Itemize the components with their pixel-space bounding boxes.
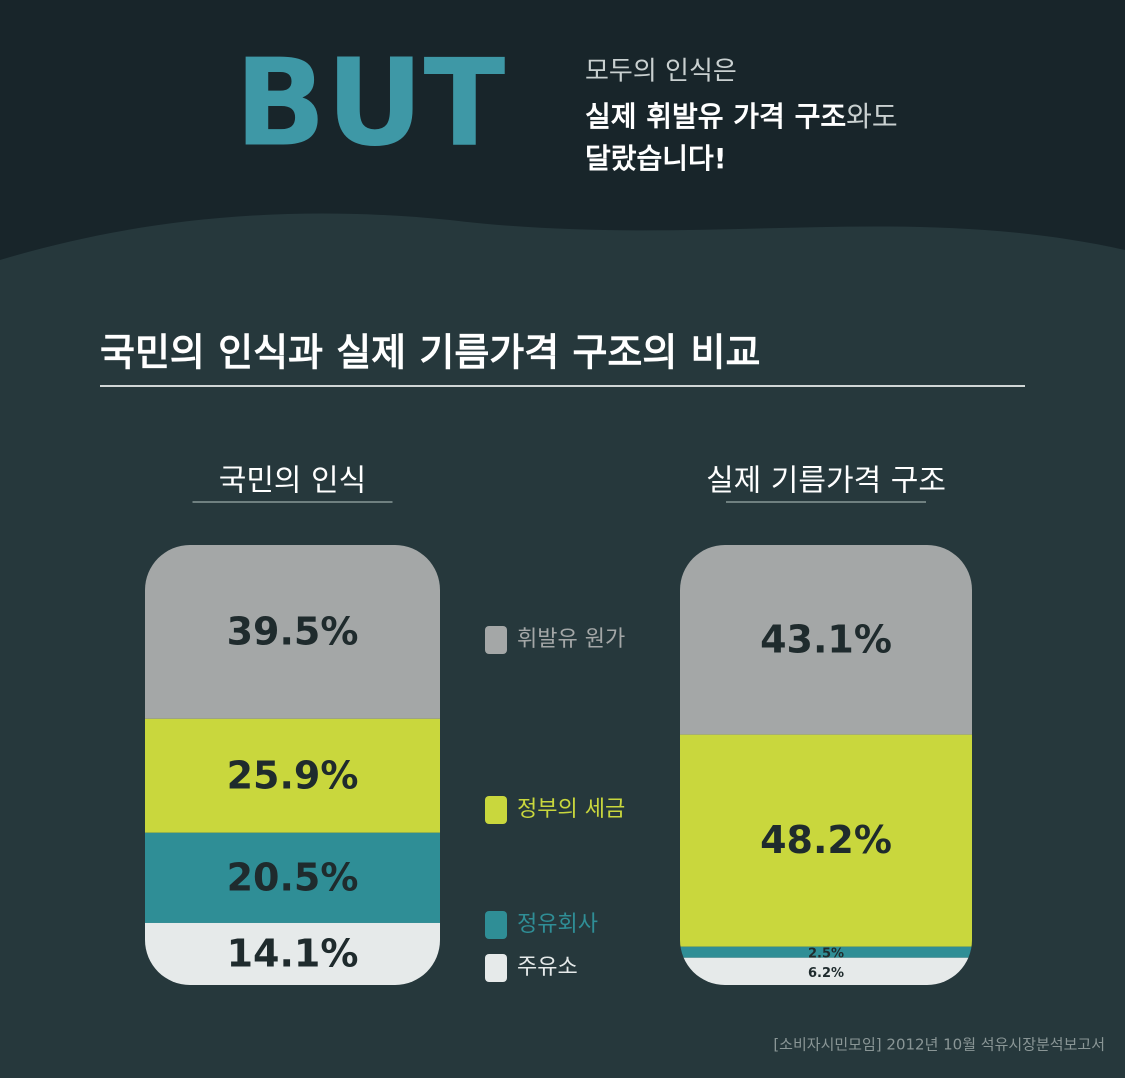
value-label: 43.1%	[760, 617, 892, 661]
value-label: 39.5%	[227, 609, 359, 653]
value-label: 48.2%	[760, 818, 892, 862]
big-word: BUT	[235, 35, 506, 174]
legend-swatch	[485, 796, 507, 824]
header-line: 모두의 인식은	[585, 57, 737, 87]
value-label: 2.5%	[808, 947, 844, 962]
value-label: 14.1%	[227, 931, 359, 975]
legend-label: 정부의 세금	[517, 797, 625, 822]
chart-title: 국민의 인식과 실제 기름가격 구조의 비교	[100, 331, 760, 375]
source: [소비자시민모임] 2012년 10월 석유시장분석보고서	[773, 1036, 1105, 1054]
header-bold: 실제 휘발유 가격 구조	[585, 100, 846, 133]
barrel-segment	[145, 545, 440, 719]
header-line: 실제 휘발유 가격 구조와도	[585, 100, 898, 133]
barrel-segment	[145, 718, 440, 833]
value-label: 6.2%	[808, 966, 844, 981]
legend-swatch	[485, 626, 507, 654]
header-line: 달랐습니다!	[585, 142, 727, 175]
header-rest: 와도	[846, 100, 898, 133]
barrel	[680, 545, 972, 985]
legend-label: 주유소	[517, 955, 578, 980]
value-label: 20.5%	[227, 855, 359, 899]
legend-swatch	[485, 911, 507, 939]
value-label: 25.9%	[227, 753, 359, 797]
legend-swatch	[485, 954, 507, 982]
barrel-segment	[145, 922, 440, 985]
header-band	[0, 0, 1125, 260]
barrel-segment	[145, 832, 440, 923]
legend-label: 휘발유 원가	[517, 627, 625, 652]
category-label: 국민의 인식	[219, 464, 367, 499]
barrel-segment	[680, 957, 972, 985]
barrel-segment	[680, 734, 972, 947]
category-label: 실제 기름가격 구조	[706, 464, 946, 499]
legend-label: 정유회사	[517, 912, 598, 937]
barrel	[145, 545, 440, 985]
barrel-segment	[680, 545, 972, 735]
barrel-segment	[680, 946, 972, 958]
